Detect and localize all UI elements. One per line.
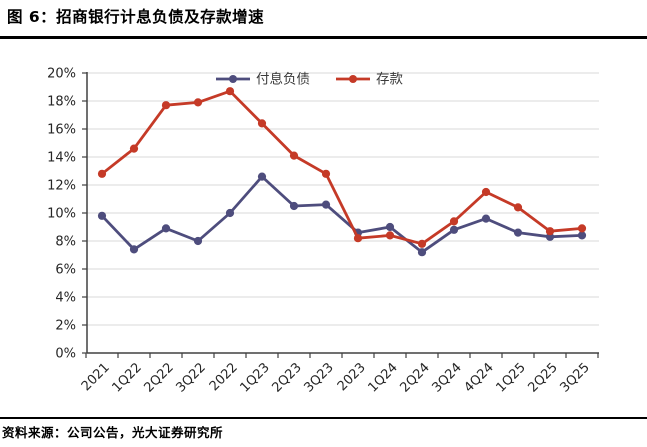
- y-tick-label: 2%: [55, 319, 76, 334]
- source-note: 资料来源：公司公告，光大证券研究所: [2, 425, 224, 440]
- deposits-point-3Q23: [321, 169, 331, 178]
- liabilities-point-1Q22: [129, 245, 139, 254]
- y-tick-label: 8%: [55, 235, 76, 250]
- deposits-point-2022: [225, 87, 235, 96]
- deposits-point-4Q24: [481, 187, 491, 197]
- y-tick-label: 0%: [55, 347, 76, 362]
- figure-title: 图 6：招商银行计息负债及存款增速: [7, 8, 265, 26]
- x-axis-labels: 20211Q222Q223Q2220221Q232Q233Q2320231Q24…: [79, 360, 593, 395]
- liabilities-point-4Q24: [481, 214, 491, 223]
- liabilities-point-2Q24: [417, 248, 427, 257]
- y-tick-label: 18%: [47, 95, 76, 110]
- y-tick-label: 10%: [47, 207, 76, 222]
- y-tick-label: 16%: [47, 123, 76, 138]
- liabilities-point-2022: [225, 208, 235, 218]
- x-tick-label: 3Q25: [557, 360, 592, 395]
- x-tick-label: 3Q24: [429, 360, 464, 395]
- x-tick-label: 2Q25: [525, 360, 560, 395]
- legend-item-liabilities: 付息负债: [216, 71, 310, 88]
- legend-label-deposits: 存款: [376, 72, 403, 88]
- liabilities-point-3Q23: [321, 200, 331, 209]
- y-tick-label: 20%: [47, 67, 76, 82]
- liabilities-point-3Q22: [193, 236, 203, 246]
- x-tick-label: 2021: [79, 360, 113, 394]
- deposits-series: [97, 87, 587, 248]
- deposits-point-2023: [353, 234, 363, 243]
- gridlines: [87, 72, 599, 326]
- x-tick-label: 3Q22: [173, 360, 208, 395]
- x-tick-label: 1Q24: [365, 360, 400, 395]
- legend-marker-dot: [229, 75, 237, 83]
- y-tick-label: 12%: [47, 179, 76, 194]
- liabilities-point-1Q24: [385, 222, 395, 232]
- x-tick-label: 2023: [335, 360, 369, 394]
- liabilities-point-1Q23: [257, 172, 267, 181]
- y-tick-label: 4%: [55, 291, 76, 306]
- deposits-point-1Q23: [257, 119, 267, 128]
- x-tick-label: 2022: [207, 360, 241, 394]
- deposits-point-2Q25: [545, 227, 555, 236]
- x-tick-label: 1Q23: [237, 360, 272, 395]
- liabilities-point-3Q25: [577, 231, 587, 240]
- deposits-point-3Q24: [449, 217, 459, 226]
- liabilities-point-2Q23: [289, 201, 299, 211]
- legend-item-deposits: 存款: [336, 72, 403, 88]
- liabilities-point-3Q24: [449, 225, 459, 234]
- x-tick-label: 2Q24: [397, 360, 432, 395]
- liabilities-point-2021: [97, 211, 107, 220]
- deposits-point-2Q24: [417, 239, 427, 248]
- liabilities-series: [97, 172, 587, 257]
- deposits-point-1Q25: [513, 203, 523, 212]
- x-axis-ticks: [85, 353, 599, 358]
- legend-marker-dot: [349, 75, 357, 83]
- y-axis-ticks: 0% 2% 4% 6% 8% 10% 12% 14% 16% 18% 20%: [47, 67, 87, 362]
- title-rule: [0, 36, 647, 39]
- deposits-point-3Q22: [193, 98, 203, 107]
- deposits-point-1Q24: [385, 231, 395, 240]
- x-tick-label: 4Q24: [461, 360, 496, 395]
- legend-label-liabilities: 付息负债: [256, 71, 310, 88]
- deposits-line: [100, 89, 584, 246]
- x-tick-label: 1Q25: [493, 360, 528, 395]
- deposits-point-2021: [97, 169, 107, 178]
- liabilities-line: [100, 175, 584, 254]
- deposits-point-3Q25: [577, 224, 587, 233]
- deposits-point-1Q22: [129, 144, 139, 153]
- x-tick-label: 2Q22: [141, 360, 176, 395]
- y-tick-label: 6%: [55, 263, 76, 278]
- footer-rule: [0, 417, 647, 419]
- liabilities-point-1Q25: [513, 228, 523, 237]
- x-tick-label: 1Q22: [109, 360, 144, 395]
- y-tick-label: 14%: [47, 151, 76, 166]
- x-tick-label: 3Q23: [301, 360, 336, 395]
- deposits-point-2Q22: [161, 101, 171, 110]
- x-tick-label: 2Q23: [269, 360, 304, 395]
- legend: 付息负债 存款: [216, 71, 403, 88]
- liabilities-point-2Q22: [161, 224, 171, 233]
- deposits-point-2Q23: [289, 151, 299, 160]
